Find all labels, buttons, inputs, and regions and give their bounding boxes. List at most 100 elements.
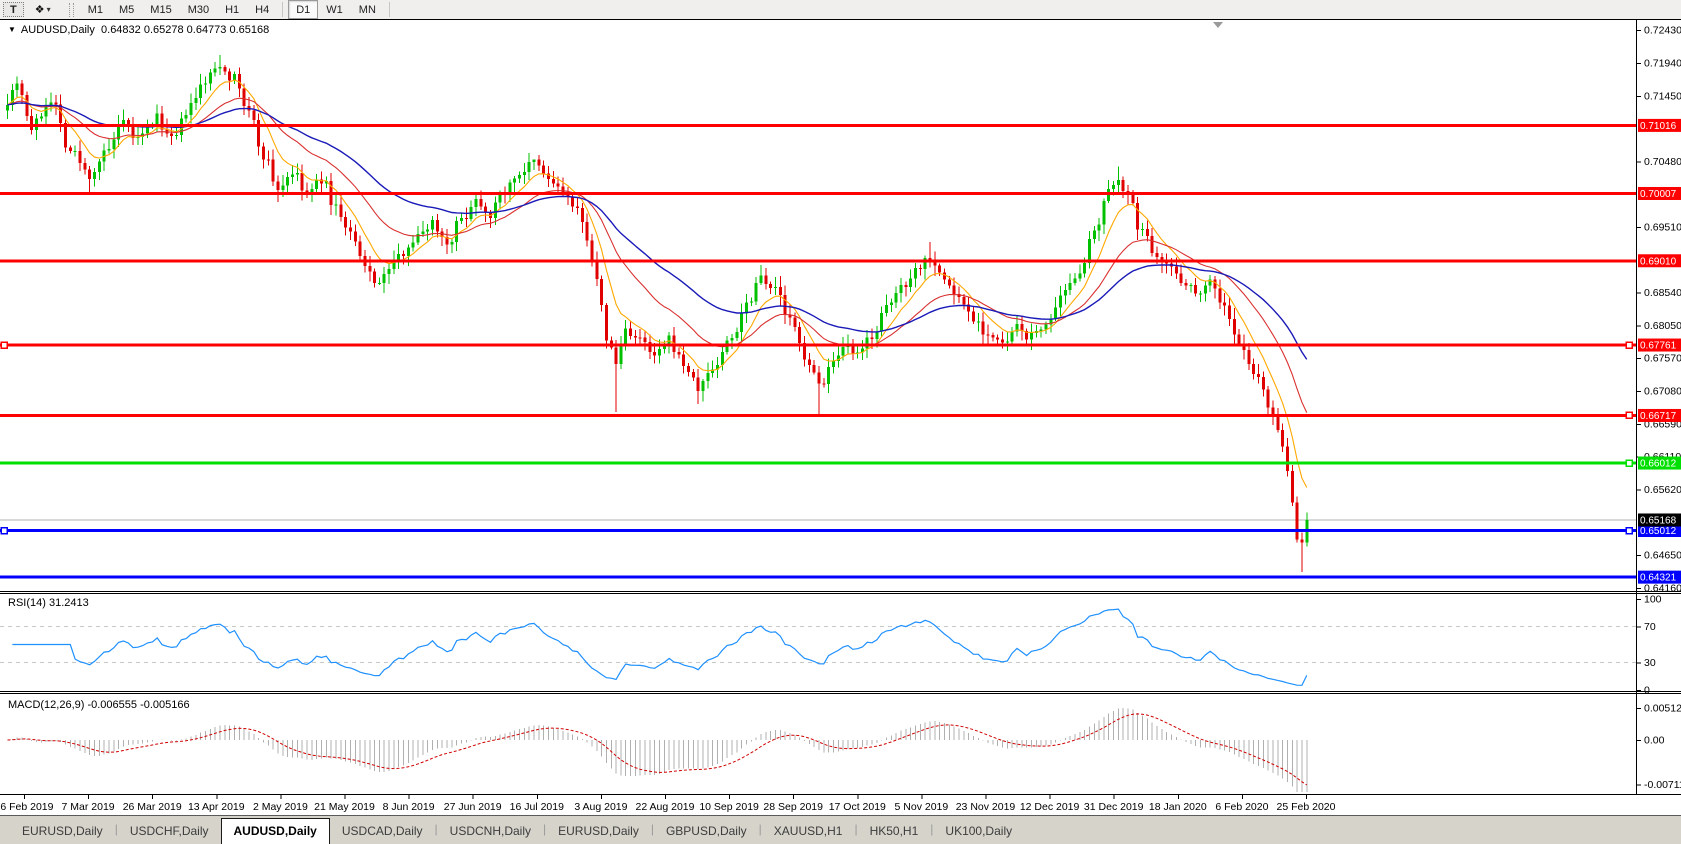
tab-usdchf-daily[interactable]: USDCHF,Daily bbox=[129, 824, 209, 838]
macd-histogram bbox=[11, 708, 1308, 792]
text-tool-button[interactable]: T bbox=[3, 2, 24, 17]
timeframe-toolbar: M1 M5 M15 M30 H1 H4 D1 W1 MN bbox=[80, 0, 384, 19]
date-tick-label: 25 Feb 2020 bbox=[1277, 801, 1336, 813]
macd-panel[interactable] bbox=[7, 708, 1308, 792]
date-tick-label: 26 Mar 2019 bbox=[123, 801, 182, 813]
date-tick-label: 17 Oct 2019 bbox=[829, 801, 886, 813]
tab-usdcad-daily[interactable]: USDCAD,Daily bbox=[341, 824, 423, 838]
rsi-axis: 100 70 30 0 bbox=[1636, 594, 1662, 697]
line-price-label: 0.70007 bbox=[1638, 186, 1681, 200]
tab-separator: | bbox=[930, 822, 934, 836]
chart-canvas[interactable]: 0.72430 0.71940 0.71450 0.70480 0.69510 0.685… bbox=[0, 0, 1681, 816]
date-tick-label: 10 Sep 2019 bbox=[699, 801, 759, 813]
price-panel[interactable] bbox=[0, 54, 1636, 572]
svg-text:0.67761: 0.67761 bbox=[1640, 341, 1677, 352]
price-tick-label: 0.71450 bbox=[1644, 91, 1681, 103]
macd-signal-line bbox=[7, 713, 1308, 786]
tab-eurusd-daily[interactable]: EURUSD,Daily bbox=[558, 824, 639, 838]
date-tick-label: 6 Feb 2020 bbox=[1215, 801, 1268, 813]
price-tick-label: 0.69510 bbox=[1644, 222, 1681, 234]
line-price-label: 0.66012 bbox=[1638, 456, 1681, 470]
toolbar-grip[interactable] bbox=[68, 2, 74, 17]
triangle-down-icon: ▼ bbox=[8, 25, 16, 34]
svg-text:0.65012: 0.65012 bbox=[1640, 526, 1677, 537]
line-price-label: 0.67761 bbox=[1638, 338, 1681, 352]
macd-tick-label: -0.007111 bbox=[1644, 779, 1681, 791]
chart-title: ▼ AUDUSD,Daily 0.64832 0.65278 0.64773 0.… bbox=[8, 24, 269, 36]
tab-uk100-daily[interactable]: UK100,Daily bbox=[945, 824, 1013, 838]
ma-medium-line bbox=[7, 97, 1308, 413]
tab-xauusd-h1[interactable]: XAUUSD,H1 bbox=[773, 824, 843, 838]
date-axis: 16 Feb 2019 7 Mar 2019 26 Mar 2019 13 Apr 2… bbox=[0, 795, 1336, 813]
date-tick-label: 16 Jul 2019 bbox=[510, 801, 564, 813]
timeframe-button-H1[interactable]: H1 bbox=[225, 3, 240, 16]
timeframe-button-M15[interactable]: M15 bbox=[150, 3, 172, 16]
svg-text:0.69010: 0.69010 bbox=[1640, 256, 1677, 267]
price-tick-label: 0.64160 bbox=[1644, 583, 1681, 595]
horizontal-levels[interactable] bbox=[0, 123, 1636, 579]
ma-slow-line bbox=[7, 102, 1308, 360]
date-tick-label: 3 Aug 2019 bbox=[574, 801, 627, 813]
date-tick-label: 21 May 2019 bbox=[314, 801, 375, 813]
macd-axis: 0.005121 0.00 -0.007111 bbox=[1636, 702, 1681, 791]
timeframe-button-W1[interactable]: W1 bbox=[326, 3, 343, 16]
svg-text:0.70007: 0.70007 bbox=[1640, 189, 1677, 200]
chart-tabs: EURUSD,Daily | USDCHF,Daily AUDUSD,Daily USD… bbox=[0, 815, 1681, 844]
timeframe-button-M5[interactable]: M5 bbox=[119, 3, 135, 16]
tab-usdcnh-daily[interactable]: USDCNH,Daily bbox=[449, 824, 532, 838]
price-tick-label: 0.72430 bbox=[1644, 25, 1681, 37]
panel-borders bbox=[0, 19, 1681, 795]
svg-text:0.64321: 0.64321 bbox=[1640, 573, 1677, 584]
tab-separator: | bbox=[114, 822, 118, 836]
toolbar-separator bbox=[388, 2, 390, 17]
timeframe-button-MN[interactable]: MN bbox=[358, 3, 376, 16]
tab-hk50-h1[interactable]: HK50,H1 bbox=[869, 824, 919, 838]
line-price-label: 0.71016 bbox=[1638, 118, 1681, 132]
date-tick-label: 12 Dec 2019 bbox=[1020, 801, 1080, 813]
date-tick-label: 23 Nov 2019 bbox=[956, 801, 1016, 813]
macd-tick-label: 0.00 bbox=[1644, 735, 1665, 747]
ma-fast-line bbox=[7, 79, 1308, 488]
rsi-line bbox=[12, 608, 1308, 686]
svg-text:0.66012: 0.66012 bbox=[1640, 459, 1677, 470]
tab-separator: | bbox=[650, 822, 654, 836]
date-tick-label: 27 Jun 2019 bbox=[444, 801, 502, 813]
date-tick-label: 5 Nov 2019 bbox=[895, 801, 949, 813]
tab-gbpusd-daily[interactable]: GBPUSD,Daily bbox=[665, 824, 747, 838]
chart-shift-marker bbox=[1213, 22, 1223, 28]
price-tick-label: 0.68540 bbox=[1644, 287, 1681, 299]
timeframe-button-H4[interactable]: H4 bbox=[255, 3, 270, 16]
timeframe-button-D1[interactable]: D1 bbox=[288, 0, 319, 19]
price-tick-label: 0.68050 bbox=[1644, 320, 1681, 332]
rsi-tick-label: 70 bbox=[1644, 621, 1656, 633]
tab-separator: | bbox=[434, 822, 438, 836]
tab-audusd-daily[interactable]: AUDUSD,Daily bbox=[220, 818, 330, 844]
price-tick-label: 0.67080 bbox=[1644, 385, 1681, 397]
objects-dropdown-button[interactable]: ❖ ▾ bbox=[26, 2, 60, 17]
svg-text:0.66717: 0.66717 bbox=[1640, 411, 1677, 422]
macd-tick-label: 0.005121 bbox=[1644, 702, 1681, 714]
date-tick-label: 8 Jun 2019 bbox=[383, 801, 435, 813]
chevron-down-icon: ▾ bbox=[46, 5, 51, 14]
price-tick-label: 0.65620 bbox=[1644, 484, 1681, 496]
rsi-tick-label: 0 bbox=[1644, 685, 1650, 697]
timeframe-button-M1[interactable]: M1 bbox=[87, 3, 104, 16]
rsi-tick-label: 100 bbox=[1644, 594, 1662, 606]
rsi-panel[interactable] bbox=[0, 608, 1636, 686]
price-tick-label: 0.70480 bbox=[1644, 156, 1681, 168]
date-tick-label: 18 Jan 2020 bbox=[1149, 801, 1207, 813]
line-price-label: 0.66717 bbox=[1638, 408, 1681, 422]
price-tick-label: 0.64650 bbox=[1644, 549, 1681, 561]
chart-ohlc-values: 0.64832 0.65278 0.64773 0.65168 bbox=[101, 24, 270, 36]
line-price-label: 0.65168 bbox=[1638, 513, 1681, 527]
date-tick-label: 16 Feb 2019 bbox=[0, 801, 54, 813]
chart-symbol-label: AUDUSD,Daily bbox=[20, 24, 95, 36]
tab-separator: | bbox=[854, 822, 858, 836]
line-price-label: 0.64321 bbox=[1638, 570, 1681, 584]
rsi-tick-label: 30 bbox=[1644, 657, 1656, 669]
timeframe-button-M30[interactable]: M30 bbox=[187, 3, 210, 16]
price-tick-label: 0.67570 bbox=[1644, 352, 1681, 364]
tab-eurusd-daily[interactable]: EURUSD,Daily bbox=[22, 824, 103, 838]
tab-separator: | bbox=[758, 822, 762, 836]
